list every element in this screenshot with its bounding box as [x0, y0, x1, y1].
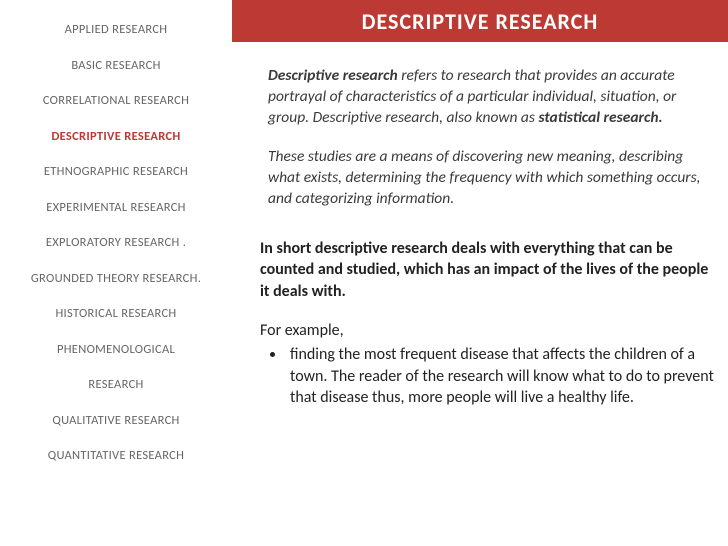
example-bullet: finding the most frequent disease that a… — [286, 344, 718, 409]
sidebar-item-historical[interactable]: HISTORICAL RESEARCH — [51, 296, 180, 332]
sidebar-item-phenomenological-1[interactable]: PHENOMENOLOGICAL — [53, 332, 179, 368]
term-tail: statistical research. — [538, 108, 662, 127]
page-title: DESCRIPTIVE RESEARCH — [362, 8, 599, 35]
sidebar-item-phenomenological-2[interactable]: RESEARCH — [84, 367, 147, 403]
sidebar-item-basic[interactable]: BASIC RESEARCH — [67, 48, 164, 84]
sidebar: APPLIED RESEARCH BASIC RESEARCH CORRELAT… — [0, 0, 232, 546]
term-lead: Descriptive research — [268, 66, 398, 85]
example-list: finding the most frequent disease that a… — [286, 344, 718, 409]
sidebar-item-exploratory[interactable]: EXPLORATORY RESEARCH . — [42, 225, 190, 261]
sidebar-item-quantitative[interactable]: QUANTITATIVE RESEARCH — [44, 438, 188, 474]
example-lead: For example, — [260, 320, 718, 342]
definition-paragraph: Descriptive research refers to research … — [268, 66, 718, 129]
sidebar-item-descriptive[interactable]: DESCRIPTIVE RESEARCH — [47, 119, 184, 155]
purpose-paragraph: These studies are a means of discovering… — [268, 147, 718, 210]
sidebar-item-correlational[interactable]: CORRELATIONAL RESEARCH — [39, 83, 193, 119]
page-title-banner: DESCRIPTIVE RESEARCH — [232, 0, 728, 42]
sidebar-item-qualitative[interactable]: QUALITATIVE RESEARCH — [48, 403, 183, 439]
sidebar-item-grounded[interactable]: GROUNDED THEORY RESEARCH. — [27, 261, 205, 297]
summary-paragraph: In short descriptive research deals with… — [260, 238, 718, 303]
sidebar-item-applied[interactable]: APPLIED RESEARCH — [61, 12, 172, 48]
main-content: Descriptive research refers to research … — [232, 42, 728, 419]
sidebar-item-ethnographic[interactable]: ETHNOGRAPHIC RESEARCH — [40, 154, 192, 190]
sidebar-item-experimental[interactable]: EXPERIMENTAL RESEARCH — [42, 190, 190, 226]
